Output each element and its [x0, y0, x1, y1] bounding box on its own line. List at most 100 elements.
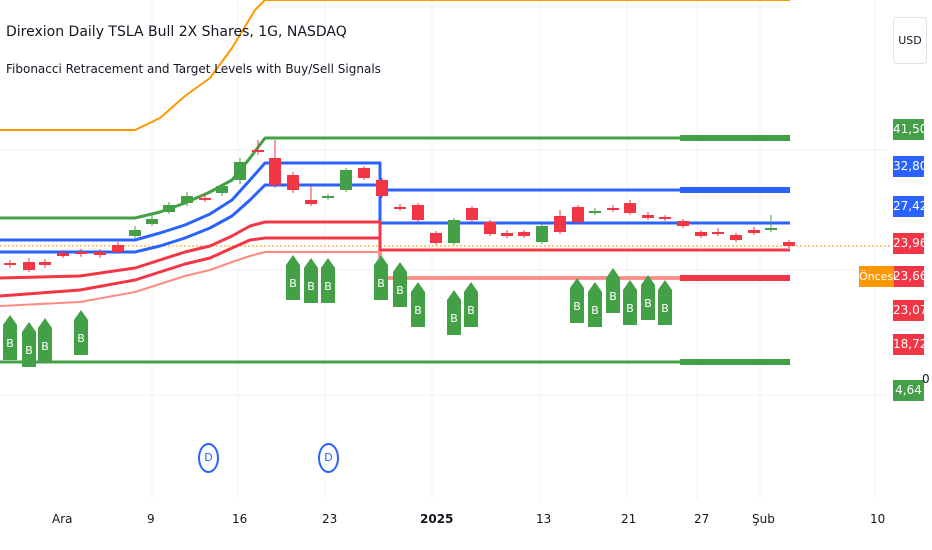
time-axis-label: 13: [536, 512, 552, 526]
buy-signal: B: [22, 322, 36, 367]
buy-signal-badge: [606, 268, 620, 313]
candle-body: [269, 158, 281, 185]
buy-signal-label: B: [644, 297, 652, 310]
buy-signal-label: B: [609, 290, 617, 303]
candle-body: [252, 150, 264, 152]
buy-signal: B: [374, 255, 388, 300]
fib-blue-upper-line: [0, 161, 790, 242]
time-axis-label: 21: [621, 512, 637, 526]
candle-body: [57, 253, 69, 256]
buy-signal-label: B: [41, 340, 49, 353]
buy-signal: B: [321, 258, 335, 303]
buy-signal-badge: [38, 318, 52, 363]
buy-signal-badge: [570, 278, 584, 323]
candle-body: [589, 211, 601, 213]
candle-body: [624, 203, 636, 213]
buy-signal-badge: [447, 290, 461, 335]
buy-signal-badge: [374, 255, 388, 300]
candle-body: [376, 180, 388, 196]
candle-body: [23, 262, 35, 270]
buy-signal-label: B: [626, 302, 634, 315]
candle-body: [146, 219, 158, 224]
symbol-title[interactable]: Direxion Daily TSLA Bull 2X Shares, 1G, …: [6, 24, 347, 40]
candle-body: [712, 232, 724, 234]
buy-signal-label: B: [377, 277, 385, 290]
candle-body: [448, 220, 460, 243]
candle-body: [730, 235, 742, 240]
fib-lower-projection: [680, 359, 790, 365]
buy-signal: B: [3, 315, 17, 360]
candle-body: [642, 215, 654, 218]
candle-body: [466, 208, 478, 220]
time-axis-label: 27: [694, 512, 710, 526]
buy-signal: B: [447, 290, 461, 335]
buy-signal: B: [411, 282, 425, 327]
buy-signal: B: [464, 282, 478, 327]
buy-signal-label: B: [77, 332, 85, 345]
price-tag: 23,07: [893, 300, 927, 321]
buy-signal-badge: [658, 280, 672, 325]
buy-signal-badge: [74, 310, 88, 355]
fib-blue-projection: [680, 187, 790, 193]
price-tag: 32,80: [893, 156, 927, 177]
candlesticks: [4, 140, 795, 272]
time-axis-label: Ara: [52, 512, 73, 526]
currency-button[interactable]: USD: [893, 17, 927, 64]
buy-signal-label: B: [467, 304, 475, 317]
candle-body: [748, 230, 760, 233]
candle-body: [484, 222, 496, 234]
time-axis-label: 2025: [420, 512, 454, 526]
fib-upper-projection: [680, 135, 790, 141]
buy-signal-label: B: [396, 284, 404, 297]
buy-signal-label: B: [661, 302, 669, 315]
buy-signal: B: [606, 268, 620, 313]
fib-red-upper-line: [0, 220, 790, 280]
candle-body: [39, 262, 51, 265]
candle-body: [216, 186, 228, 193]
candle-body: [287, 175, 299, 190]
buy-signal-badge: [393, 262, 407, 307]
price-tag: 27,42: [893, 196, 927, 217]
candle-body: [536, 226, 548, 242]
axis-zero-label: 0: [922, 372, 930, 386]
buy-signal-badge: [3, 315, 17, 360]
candle-body: [677, 221, 689, 226]
buy-signal-badge: [22, 322, 36, 367]
dividend-marker[interactable]: D: [198, 443, 219, 473]
candle-body: [199, 198, 211, 200]
buy-signal: B: [393, 262, 407, 307]
orange-line: [0, 0, 790, 131]
price-tag: 4,64: [893, 380, 924, 401]
buy-signal-label: B: [25, 344, 33, 357]
candle-body: [340, 170, 352, 190]
time-axis-label: 10: [870, 512, 886, 526]
buy-signal: B: [623, 280, 637, 325]
indicator-lines: [0, 0, 790, 365]
candle-body: [234, 162, 246, 180]
dividend-marker[interactable]: D: [318, 443, 339, 473]
buy-signal: B: [641, 275, 655, 320]
buy-signal-badge: [464, 282, 478, 327]
candle-body: [430, 233, 442, 243]
candle-body: [129, 230, 141, 236]
candle-body: [518, 232, 530, 236]
price-tag: 23,66: [893, 266, 927, 287]
indicator-title[interactable]: Fibonacci Retracement and Target Levels …: [6, 62, 381, 76]
candle-body: [412, 205, 424, 220]
fib-red-lower-line: [0, 236, 790, 298]
time-axis-label: 16: [232, 512, 248, 526]
buy-signal: B: [588, 282, 602, 327]
candle-body: [607, 208, 619, 210]
buy-signal: B: [304, 258, 318, 303]
buy-signal: B: [570, 278, 584, 323]
candle-body: [4, 263, 16, 265]
candle-body: [181, 196, 193, 203]
candle-body: [554, 216, 566, 232]
candle-body: [94, 252, 106, 255]
buy-signal-label: B: [307, 280, 315, 293]
candle-body: [305, 200, 317, 204]
buy-signal: B: [38, 318, 52, 363]
buy-signal-label: B: [573, 300, 581, 313]
buy-signal-badge: [321, 258, 335, 303]
